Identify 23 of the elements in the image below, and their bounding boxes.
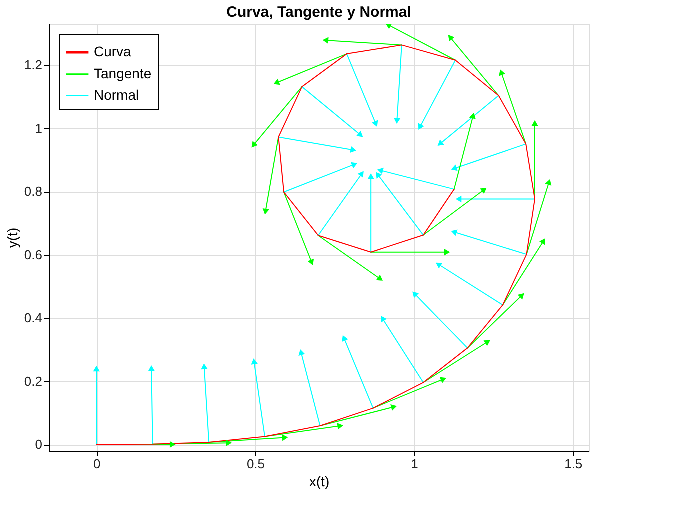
y-tick-label: 0 (35, 437, 42, 452)
y-tick-label: 0.2 (24, 374, 42, 389)
x-tick-label: 1 (411, 456, 418, 472)
point (444, 249, 450, 256)
legend-label: Tangente (94, 66, 152, 82)
x-tick-label: 0 (94, 456, 101, 472)
point (148, 366, 155, 372)
y-tick-label: 0.6 (24, 247, 42, 262)
point (93, 366, 100, 372)
y-tick-label: 0.4 (24, 310, 42, 326)
x-tick-label: 0.5 (246, 456, 266, 472)
legend-label: Curva (94, 44, 132, 60)
point (368, 174, 374, 180)
point (170, 441, 176, 448)
x-axis-title: x(t) (309, 474, 330, 490)
y-tick-label: 1.2 (24, 58, 42, 73)
y-tick-label: 0.8 (24, 184, 42, 200)
y-tick-label: 1 (35, 120, 42, 136)
chart-title: Curva, Tangente y Normal (226, 4, 412, 21)
point (532, 120, 538, 126)
legend-label: Normal (94, 87, 140, 103)
y-axis-title: y(t) (4, 228, 20, 248)
x-tick-label: 1.5 (564, 456, 583, 472)
